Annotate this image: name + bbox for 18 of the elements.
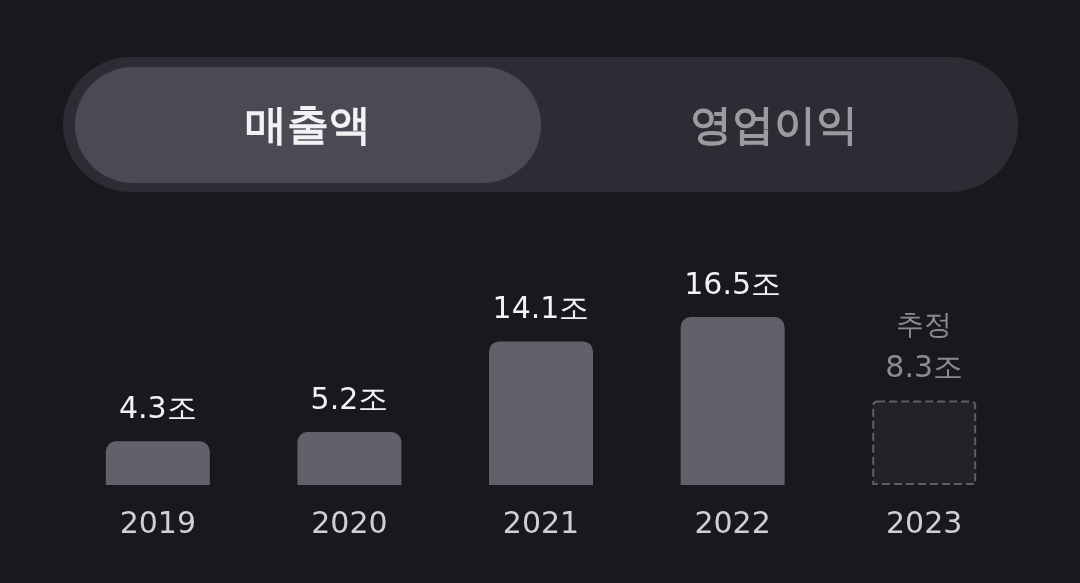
bar	[680, 317, 785, 485]
data-label: 4.3조	[118, 389, 197, 425]
x-tick-label: 2022	[694, 504, 771, 540]
x-tick-label: 2019	[119, 504, 196, 540]
x-tick-label: 2023	[886, 504, 963, 540]
bar	[105, 441, 210, 485]
data-label: 5.2조	[310, 380, 389, 416]
bar	[872, 400, 977, 485]
x-tick-label: 2020	[311, 504, 388, 540]
annotation: 추정	[896, 307, 953, 341]
bar	[489, 341, 593, 485]
data-label: 14.1조	[492, 289, 590, 325]
data-label: 8.3조	[885, 348, 964, 384]
tab-button[interactable]: 영업이익	[541, 67, 1007, 183]
x-tick-label: 2021	[502, 504, 580, 540]
tab-button[interactable]: 매출액	[75, 67, 541, 183]
data-label: 16.5조	[684, 265, 781, 301]
bar	[297, 432, 402, 485]
